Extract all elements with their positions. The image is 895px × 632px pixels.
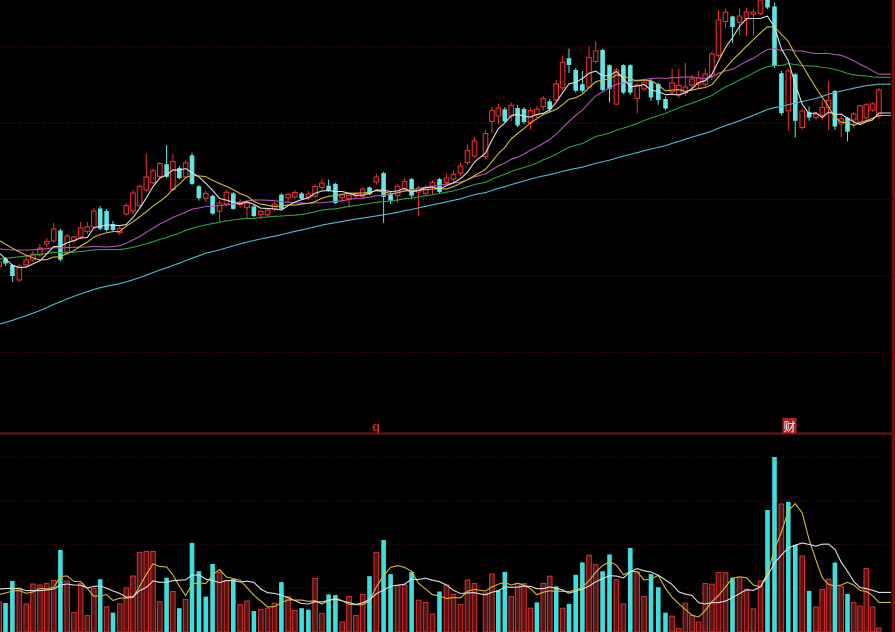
svg-text:q: q	[372, 419, 380, 434]
svg-text:财: 财	[784, 420, 796, 434]
